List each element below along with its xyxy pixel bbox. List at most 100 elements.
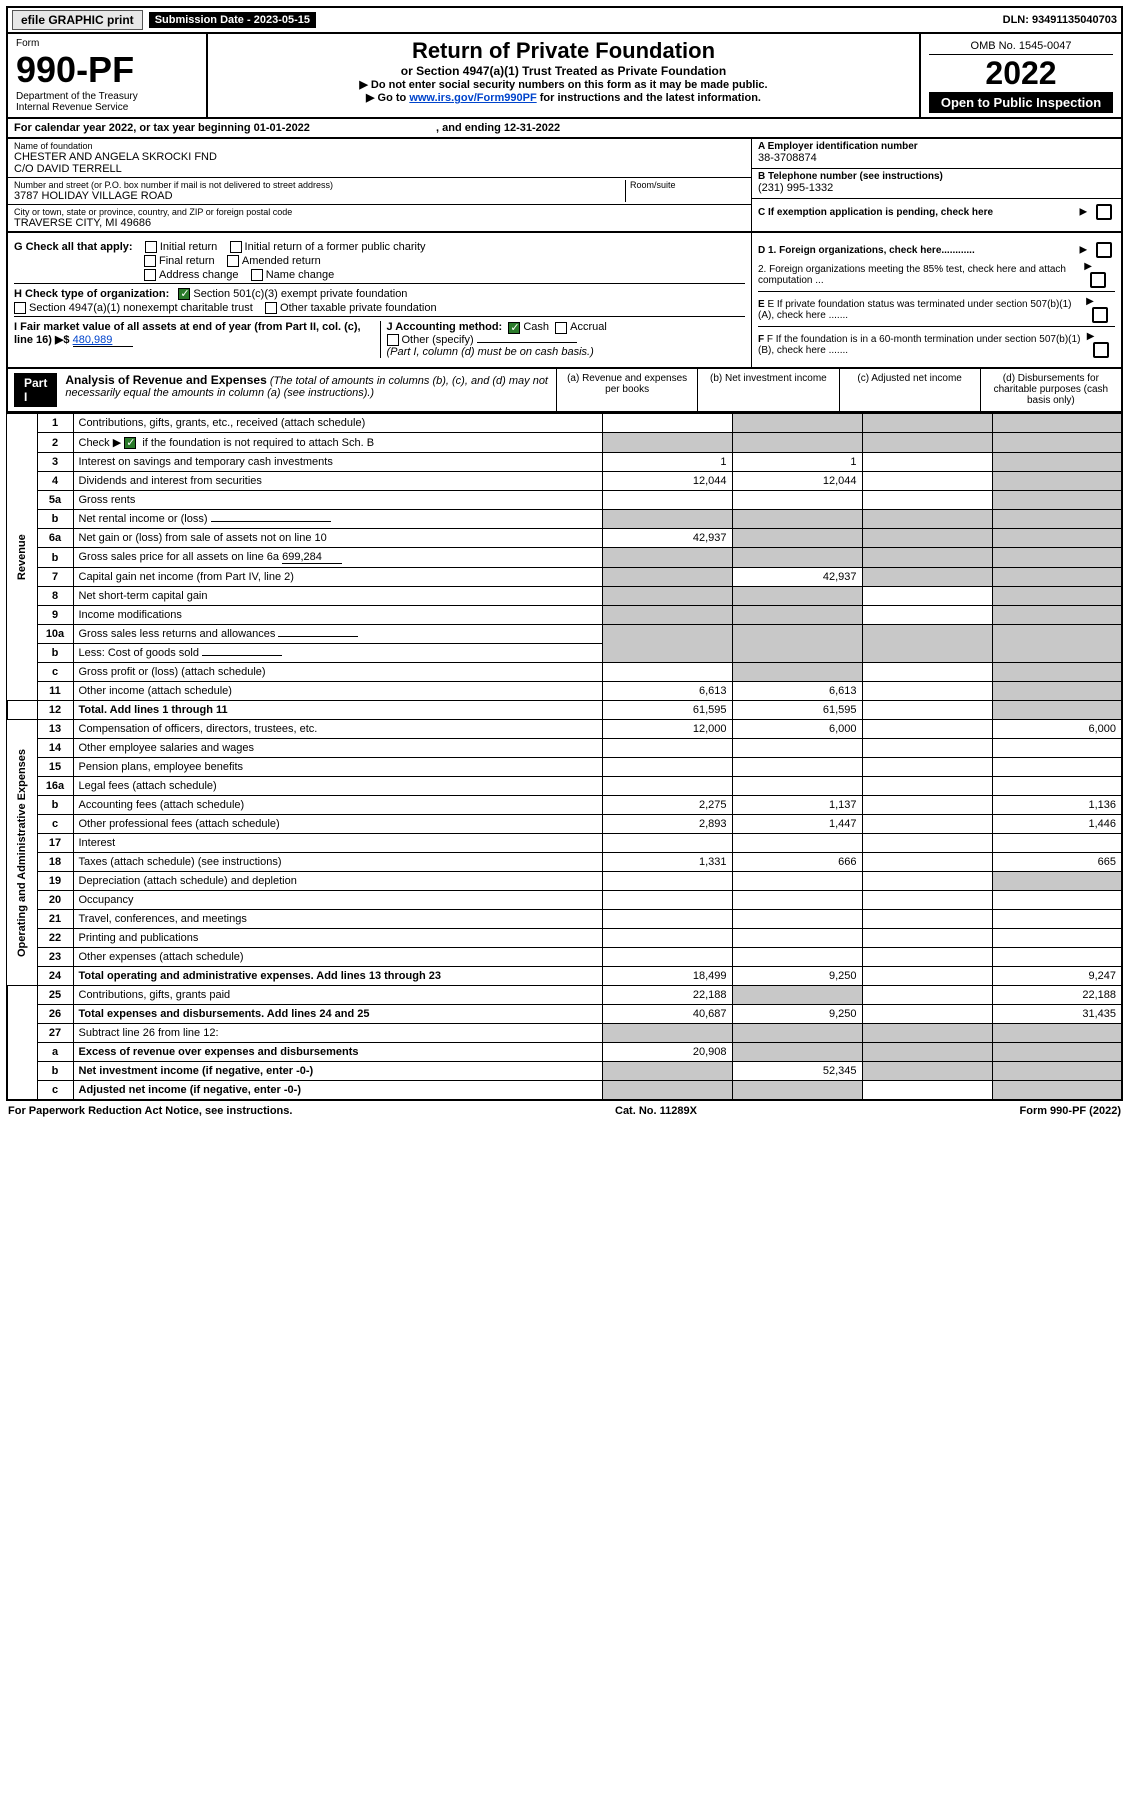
part1-title: Analysis of Revenue and Expenses — [65, 373, 266, 387]
address-row: Number and street (or P.O. box number if… — [8, 178, 751, 205]
amt-cell — [602, 606, 732, 625]
line-desc: Travel, conferences, and meetings — [73, 910, 602, 929]
city-row: City or town, state or province, country… — [8, 205, 751, 231]
line-desc: Compensation of officers, directors, tru… — [73, 720, 602, 739]
line-no: a — [37, 1043, 73, 1062]
line-no: 2 — [37, 433, 73, 453]
amt-cell — [862, 739, 992, 758]
f-checkbox[interactable] — [1093, 342, 1109, 358]
g-item-3: Amended return — [242, 255, 321, 267]
amt-cell — [862, 1005, 992, 1024]
h-line-2: Section 4947(a)(1) nonexempt charitable … — [14, 302, 745, 314]
h-item-1: Section 501(c)(3) exempt private foundat… — [193, 288, 407, 300]
amt-cell: 1,137 — [732, 796, 862, 815]
amt-cell — [602, 625, 732, 663]
501c3-checkbox[interactable] — [178, 288, 190, 300]
amt-cell — [992, 682, 1122, 701]
line-desc: Taxes (attach schedule) (see instruction… — [73, 853, 602, 872]
amt-cell: 666 — [732, 853, 862, 872]
d2-checkbox[interactable] — [1090, 272, 1106, 288]
c-checkbox[interactable] — [1096, 204, 1112, 220]
col-d-header: (d) Disbursements for charitable purpose… — [980, 369, 1121, 411]
line-desc: Gross rents — [73, 491, 602, 510]
checks-right: D 1. Foreign organizations, check here..… — [751, 233, 1121, 367]
line-no: b — [37, 644, 73, 663]
part1-header-row: Part I Analysis of Revenue and Expenses … — [6, 369, 1123, 413]
g-line-2: Final return Amended return — [14, 255, 745, 267]
final-return-checkbox[interactable] — [144, 255, 156, 267]
line-desc: Subtract line 26 from line 12: — [73, 1024, 602, 1043]
line-desc: Interest — [73, 834, 602, 853]
part1-badge: Part I — [14, 373, 57, 407]
sch-b-checkbox[interactable] — [124, 437, 136, 449]
h-label: H Check type of organization: — [14, 288, 169, 300]
table-row: 16aLegal fees (attach schedule) — [7, 777, 1122, 796]
amt-cell — [732, 834, 862, 853]
address-value: 3787 HOLIDAY VILLAGE ROAD — [14, 190, 625, 202]
initial-former-checkbox[interactable] — [230, 241, 242, 253]
table-row: 4 Dividends and interest from securities… — [7, 472, 1122, 491]
amt-cell — [862, 986, 992, 1005]
line-no: b — [37, 796, 73, 815]
line-desc: Net investment income (if negative, ente… — [73, 1062, 602, 1081]
line-desc: Contributions, gifts, grants paid — [73, 986, 602, 1005]
checks-block: G Check all that apply: Initial return I… — [6, 233, 1123, 369]
form990pf-link[interactable]: www.irs.gov/Form990PF — [409, 92, 536, 104]
other-method-checkbox[interactable] — [387, 334, 399, 346]
amt-cell — [992, 510, 1122, 529]
initial-return-checkbox[interactable] — [145, 241, 157, 253]
other-taxable-checkbox[interactable] — [265, 302, 277, 314]
line-desc: Total operating and administrative expen… — [73, 967, 602, 986]
arrow-icon: ▶ — [1084, 261, 1092, 272]
ein-row: A Employer identification number 38-3708… — [752, 139, 1121, 169]
address-change-checkbox[interactable] — [144, 269, 156, 281]
line-desc: Pension plans, employee benefits — [73, 758, 602, 777]
line-no: 14 — [37, 739, 73, 758]
f-row: F F If the foundation is in a 60-month t… — [758, 326, 1115, 358]
amended-return-checkbox[interactable] — [227, 255, 239, 267]
line-no: 7 — [37, 568, 73, 587]
amt-cell — [602, 910, 732, 929]
table-row: bAccounting fees (attach schedule)2,2751… — [7, 796, 1122, 815]
amt-cell — [862, 815, 992, 834]
amt-cell — [732, 910, 862, 929]
amt-cell — [732, 929, 862, 948]
table-row: 21Travel, conferences, and meetings — [7, 910, 1122, 929]
line-no: 27 — [37, 1024, 73, 1043]
e-checkbox[interactable] — [1092, 307, 1108, 323]
line-desc: Total expenses and disbursements. Add li… — [73, 1005, 602, 1024]
line-no: 23 — [37, 948, 73, 967]
i-j-row: I Fair market value of all assets at end… — [14, 316, 745, 357]
line-no: 26 — [37, 1005, 73, 1024]
amt-cell — [862, 967, 992, 986]
4947a1-checkbox[interactable] — [14, 302, 26, 314]
g-item-1: Initial return of a former public charit… — [245, 241, 426, 253]
i-block: I Fair market value of all assets at end… — [14, 321, 380, 357]
fmv-value[interactable]: 480,989 — [73, 334, 133, 347]
amt-cell — [862, 606, 992, 625]
amt-cell — [862, 758, 992, 777]
amt-cell — [602, 1062, 732, 1081]
amt-cell — [992, 414, 1122, 433]
amt-cell — [992, 548, 1122, 568]
d1-checkbox[interactable] — [1096, 242, 1112, 258]
phone-label: B Telephone number (see instructions) — [758, 171, 1115, 182]
omb-number: OMB No. 1545-0047 — [929, 38, 1113, 55]
amt-cell — [602, 891, 732, 910]
col-a-header: (a) Revenue and expenses per books — [556, 369, 697, 411]
d2-row: 2. Foreign organizations meeting the 85%… — [758, 261, 1115, 288]
name-change-checkbox[interactable] — [251, 269, 263, 281]
efile-print-button[interactable]: efile GRAPHIC print — [12, 10, 143, 30]
amt-cell — [862, 929, 992, 948]
line-no: b — [37, 1062, 73, 1081]
amt-cell — [862, 777, 992, 796]
line-no: 6a — [37, 529, 73, 548]
amt-cell — [602, 568, 732, 587]
line-desc: Net short-term capital gain — [73, 587, 602, 606]
accrual-checkbox[interactable] — [555, 322, 567, 334]
table-row: 8 Net short-term capital gain — [7, 587, 1122, 606]
ein-value: 38-3708874 — [758, 152, 1115, 164]
cash-checkbox[interactable] — [508, 322, 520, 334]
amt-cell — [862, 872, 992, 891]
amt-cell: 6,000 — [992, 720, 1122, 739]
